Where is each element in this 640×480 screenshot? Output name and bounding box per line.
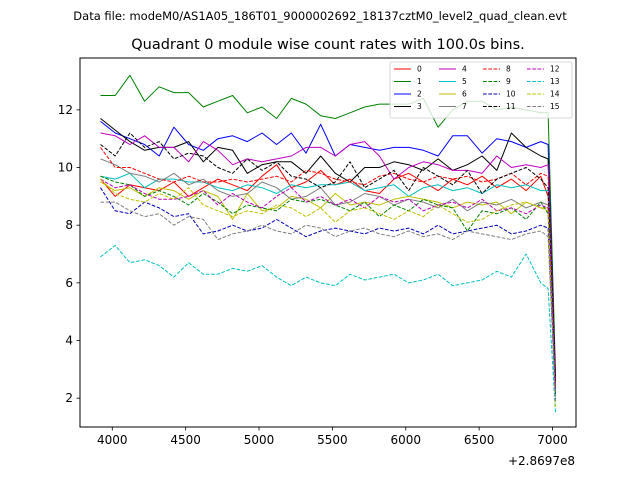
legend-label-0: 0 <box>417 65 422 74</box>
legend-label-3: 3 <box>417 102 422 111</box>
x-axis: 4000 4500 5000 5500 6000 6500 7000 <box>97 427 568 447</box>
y-tick-label: 4 <box>65 334 73 348</box>
y-axis: 2 4 6 8 10 12 <box>58 103 80 405</box>
series-line-11 <box>100 132 556 384</box>
x-tick-label: 4000 <box>97 433 128 447</box>
legend-label-14: 14 <box>550 90 560 99</box>
y-tick-label: 8 <box>65 218 73 232</box>
chart-suptitle: Data file: modeM0/AS1A05_186T01_90000026… <box>73 9 567 23</box>
legend-label-4: 4 <box>462 65 467 74</box>
y-tick-label: 2 <box>65 391 73 405</box>
legend-label-12: 12 <box>550 65 560 74</box>
legend-label-15: 15 <box>550 102 560 111</box>
x-tick-label: 5000 <box>244 433 275 447</box>
plot-frame <box>79 57 577 428</box>
series-line-14 <box>100 178 556 407</box>
series-layer <box>100 74 556 413</box>
series-line-8 <box>100 147 556 387</box>
series-line-4 <box>100 132 556 387</box>
legend-label-7: 7 <box>462 102 467 111</box>
series-line-12 <box>100 178 556 390</box>
y-tick-label: 6 <box>65 276 73 290</box>
legend-label-5: 5 <box>462 77 467 86</box>
legend-label-6: 6 <box>462 90 467 99</box>
y-tick-label: 10 <box>58 161 73 175</box>
plot-area <box>80 58 576 427</box>
legend-label-10: 10 <box>506 90 516 99</box>
legend-label-1: 1 <box>417 77 422 86</box>
legend-label-8: 8 <box>506 65 511 74</box>
series-line-3 <box>100 118 556 379</box>
x-tick-label: 7000 <box>537 433 568 447</box>
legend-label-11: 11 <box>506 102 516 111</box>
legend-box <box>389 61 573 119</box>
chart-title: Quadrant 0 module wise count rates with … <box>131 37 525 53</box>
y-tick-label: 12 <box>58 103 73 117</box>
x-tick-label: 6000 <box>391 433 422 447</box>
series-line-6 <box>100 181 556 390</box>
x-offset-label: +2.8697e8 <box>508 454 575 468</box>
legend-label-2: 2 <box>417 90 422 99</box>
series-line-9 <box>100 175 556 396</box>
x-tick-label: 5500 <box>317 433 348 447</box>
legend-label-13: 13 <box>550 77 560 86</box>
x-tick-label: 6500 <box>464 433 495 447</box>
series-line-10 <box>100 187 556 402</box>
legend-label-9: 9 <box>506 77 511 86</box>
x-tick-label: 4500 <box>170 433 201 447</box>
series-line-13 <box>100 244 556 413</box>
series-line-15 <box>100 201 556 402</box>
